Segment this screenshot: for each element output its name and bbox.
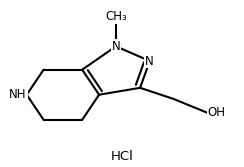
Text: CH₃: CH₃ — [105, 11, 127, 23]
Text: HCl: HCl — [111, 150, 133, 163]
Text: N: N — [112, 40, 120, 53]
Text: OH: OH — [208, 106, 226, 119]
Text: N: N — [145, 55, 154, 67]
Text: NH: NH — [9, 88, 27, 101]
